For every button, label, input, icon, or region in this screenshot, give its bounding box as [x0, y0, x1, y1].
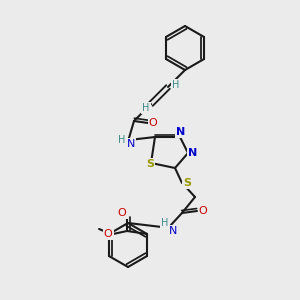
- Text: H: H: [118, 135, 126, 145]
- Text: O: O: [199, 206, 207, 216]
- Text: S: S: [146, 159, 154, 169]
- Text: N: N: [127, 139, 135, 149]
- Text: H: H: [172, 80, 180, 90]
- Text: O: O: [118, 208, 126, 218]
- Text: N: N: [176, 127, 186, 137]
- Text: N: N: [169, 226, 177, 236]
- Text: O: O: [148, 118, 158, 128]
- Text: H: H: [142, 103, 150, 113]
- Text: O: O: [104, 229, 112, 239]
- Text: S: S: [183, 178, 191, 188]
- Text: H: H: [161, 218, 169, 228]
- Text: N: N: [188, 148, 198, 158]
